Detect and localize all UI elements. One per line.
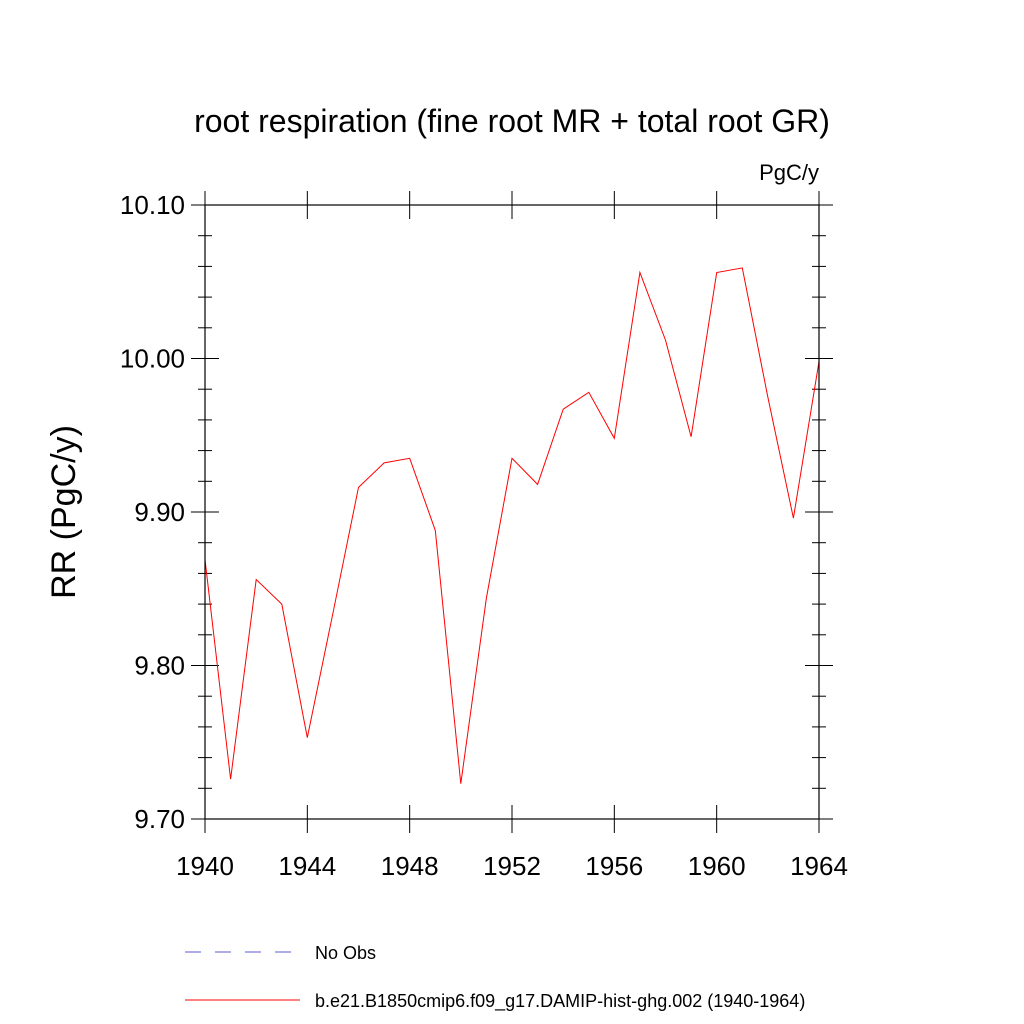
y-tick-label: 9.70 xyxy=(134,804,185,834)
y-tick-label: 9.90 xyxy=(134,497,185,527)
plot-frame xyxy=(204,204,820,820)
y-tick-label: 10.10 xyxy=(120,190,185,220)
x-tick-label: 1952 xyxy=(483,851,541,881)
series-line xyxy=(204,267,820,784)
y-tick-label: 10.00 xyxy=(120,344,185,374)
x-tick-labels: 1940 1944 1948 1952 1956 1960 1964 xyxy=(176,851,848,881)
series-group xyxy=(204,267,820,784)
x-tick-label: 1956 xyxy=(585,851,643,881)
x-tick-label: 1964 xyxy=(790,851,848,881)
x-tick-label: 1960 xyxy=(688,851,746,881)
y-tick-label: 9.80 xyxy=(134,651,185,681)
axis-ticks xyxy=(191,191,833,833)
chart-title: root respiration (fine root MR + total r… xyxy=(194,103,830,139)
legend-label-model: b.e21.B1850cmip6.f09_g17.DAMIP-hist-ghg.… xyxy=(315,991,805,1012)
x-tick-label: 1940 xyxy=(176,851,234,881)
x-tick-label: 1944 xyxy=(278,851,336,881)
y-axis-label: RR (PgC/y) xyxy=(45,425,83,599)
legend: No Obs b.e21.B1850cmip6.f09_g17.DAMIP-hi… xyxy=(185,943,805,1012)
y-tick-labels: 9.70 9.80 9.90 10.00 10.10 xyxy=(120,190,185,834)
x-tick-label: 1948 xyxy=(381,851,439,881)
legend-label-no-obs: No Obs xyxy=(315,943,376,963)
units-label: PgC/y xyxy=(759,160,819,185)
